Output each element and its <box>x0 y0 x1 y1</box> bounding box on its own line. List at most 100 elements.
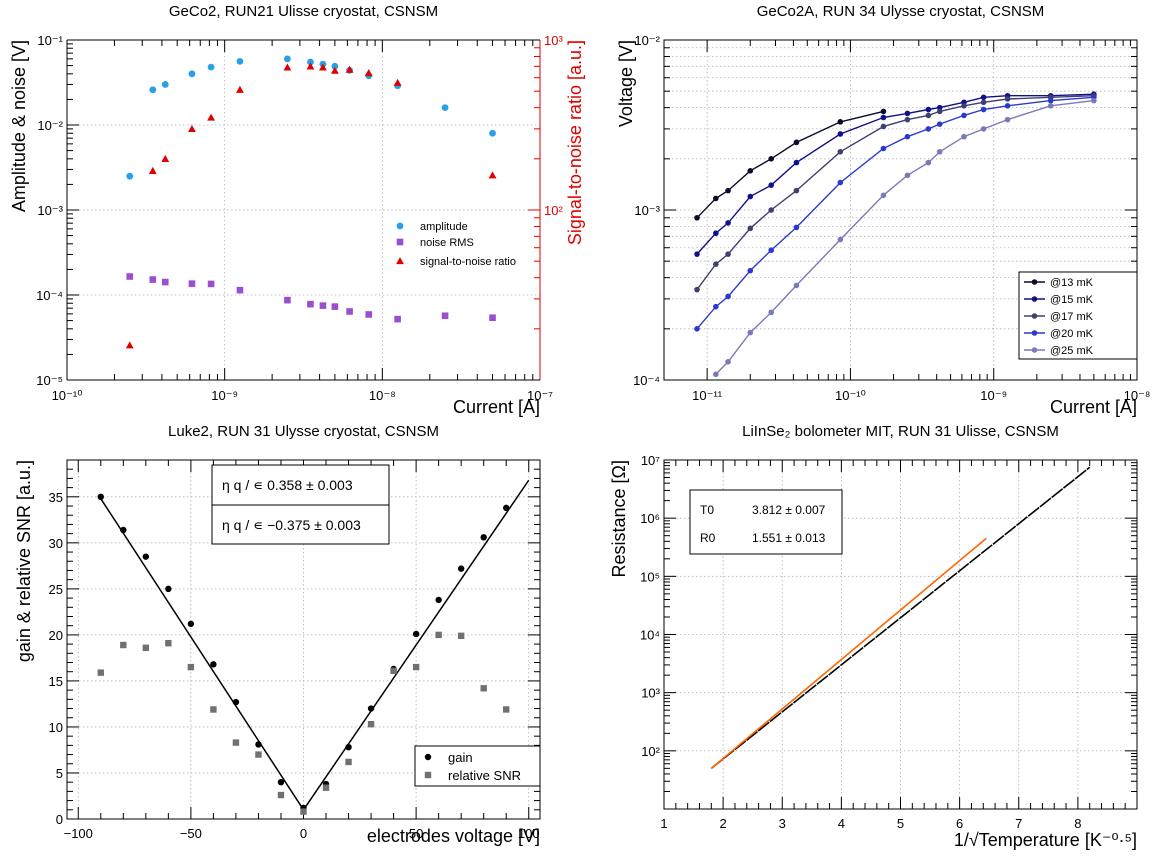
point-circle <box>793 282 800 289</box>
x-tick-label: 10⁻¹¹ <box>692 388 723 403</box>
fit-parameter: η q / ∊ 0.358 ± 0.003 <box>222 477 353 493</box>
param-name: T0 <box>700 503 714 517</box>
data-curve <box>710 466 1091 769</box>
param-value: 3.812 ± 0.007 <box>752 503 826 517</box>
point-circle <box>1004 103 1011 109</box>
y-tick-label: 10⁻⁴ <box>36 288 63 303</box>
point-triangle <box>364 69 373 77</box>
series-line <box>696 96 1094 330</box>
fit-curve <box>710 537 987 769</box>
point-triangle <box>345 65 354 73</box>
legend-marker <box>1031 296 1038 302</box>
point-square <box>390 667 397 674</box>
point-circle <box>793 159 800 166</box>
point-circle <box>210 661 217 668</box>
point-square <box>210 706 217 713</box>
point-square <box>97 669 104 676</box>
y-tick-label: 35 <box>49 490 63 505</box>
point-square <box>300 808 307 815</box>
point-circle <box>904 110 911 117</box>
point-circle <box>925 159 932 166</box>
point-circle <box>713 261 719 267</box>
y2-tick-label: 10³ <box>544 33 563 48</box>
point-circle <box>725 220 731 226</box>
chart-title: Luke2, RUN 31 Ulysse cryostat, CSNSM <box>168 423 439 440</box>
point-circle <box>480 534 487 541</box>
y-axis-label: Voltage [V] <box>616 40 636 127</box>
point-circle <box>187 620 195 628</box>
point-square <box>394 315 401 323</box>
point-square <box>345 758 352 766</box>
x-tick-label: 3 <box>779 816 786 831</box>
x-tick-label: 50 <box>409 826 423 841</box>
point-circle <box>880 108 887 115</box>
y2-axis-label: Signal-to-noise ratio [a.u.] <box>565 40 585 245</box>
x-tick-label: 10⁻⁹ <box>211 388 238 403</box>
point-circle <box>307 58 314 66</box>
plot-frame <box>663 459 1138 810</box>
legend-label: @20 mK <box>1050 328 1094 340</box>
point-square <box>255 751 262 758</box>
y-tick-label: 10⁻³ <box>634 203 660 218</box>
x-tick-label: 0 <box>300 826 307 841</box>
x-axis-label: Current [A] <box>453 397 540 417</box>
x-tick-label: 10⁻⁷ <box>527 388 553 403</box>
point-circle <box>904 133 911 140</box>
point-square <box>435 631 442 639</box>
point-circle <box>925 112 932 119</box>
plot-frame <box>663 39 1138 381</box>
y-tick-label: 10² <box>641 744 660 759</box>
point-circle <box>980 106 987 113</box>
point-circle <box>161 81 169 88</box>
y2-tick-label: 10² <box>544 203 563 218</box>
point-circle <box>725 187 731 194</box>
x-tick-label: 7 <box>1015 816 1022 831</box>
plot-frame <box>66 459 541 820</box>
point-square <box>307 300 314 308</box>
point-circle <box>980 94 987 101</box>
point-circle <box>149 86 157 94</box>
point-square <box>161 278 169 286</box>
point-circle <box>961 112 967 119</box>
point-square <box>319 302 327 309</box>
point-circle <box>713 195 719 202</box>
y-tick-label: 10⁴ <box>640 628 660 643</box>
point-circle <box>236 58 244 65</box>
point-circle <box>1004 116 1011 123</box>
param-name: R0 <box>700 531 716 545</box>
point-circle <box>207 63 215 71</box>
point-triangle <box>306 62 315 70</box>
series-line <box>696 95 1094 291</box>
point-triangle <box>148 166 157 174</box>
point-circle <box>713 371 719 378</box>
point-circle <box>880 123 887 130</box>
y-tick-label: 10⁻⁴ <box>633 373 660 388</box>
x-tick-label: 100 <box>518 826 540 841</box>
legend-label: @17 mK <box>1050 311 1094 323</box>
point-circle <box>768 309 775 316</box>
legend-label: @15 mK <box>1050 294 1094 306</box>
point-circle <box>880 114 887 121</box>
point-square <box>207 280 215 288</box>
point-circle <box>412 630 420 638</box>
legend-label: noise RMS <box>420 237 474 249</box>
point-circle <box>457 565 465 572</box>
fit-line <box>100 498 305 811</box>
x-tick-label: 8 <box>1074 816 1081 831</box>
legend-label: amplitude <box>420 221 468 233</box>
point-circle <box>277 778 285 786</box>
point-square <box>331 303 339 310</box>
point-triangle <box>488 171 497 179</box>
point-triangle <box>125 341 134 349</box>
point-circle <box>694 214 700 221</box>
point-circle <box>936 121 943 127</box>
point-circle <box>747 193 754 200</box>
point-square <box>346 308 353 315</box>
x-tick-label: 6 <box>956 816 963 831</box>
point-square <box>365 311 373 318</box>
point-circle <box>768 247 775 254</box>
point-circle <box>837 236 844 243</box>
y-tick-label: 0 <box>56 812 63 827</box>
point-circle <box>936 108 943 115</box>
point-circle <box>713 303 719 310</box>
